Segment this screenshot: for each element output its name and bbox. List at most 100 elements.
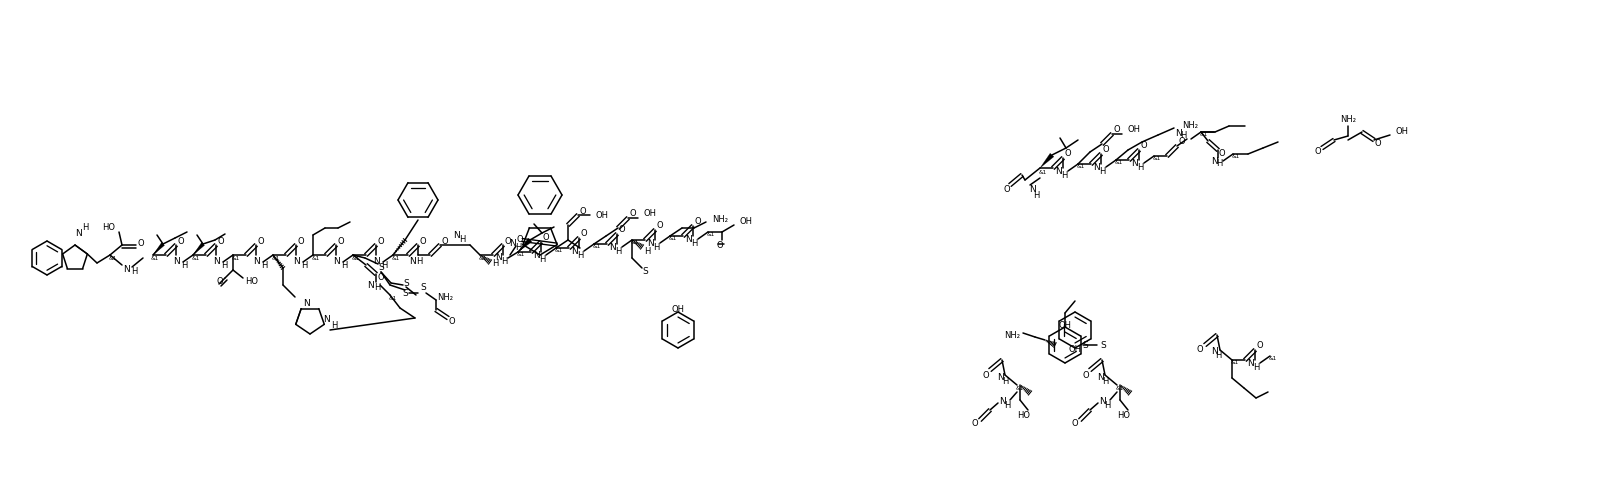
Text: &1: &1 [192, 255, 200, 260]
Text: O: O [656, 221, 663, 230]
Text: NH₂: NH₂ [1340, 116, 1356, 124]
Text: O: O [1113, 125, 1121, 134]
Text: H: H [644, 246, 650, 255]
Text: H: H [300, 260, 307, 270]
Text: O: O [580, 207, 586, 215]
Text: N: N [1211, 156, 1217, 165]
Text: N: N [533, 250, 540, 259]
Text: N: N [1131, 158, 1137, 167]
Text: HO: HO [1118, 410, 1131, 420]
Text: N: N [409, 257, 417, 267]
Text: O: O [1065, 150, 1072, 158]
Text: &1: &1 [271, 255, 279, 260]
Text: H: H [1215, 351, 1222, 361]
Text: H: H [514, 244, 521, 252]
Text: N: N [214, 257, 220, 267]
Text: O: O [629, 210, 636, 218]
Text: &1: &1 [669, 237, 677, 242]
Text: &1: &1 [592, 245, 600, 249]
Text: N: N [1054, 166, 1062, 176]
Text: H: H [331, 321, 337, 331]
Text: OH: OH [671, 306, 685, 314]
Text: OH: OH [1396, 126, 1409, 135]
Text: N: N [1092, 162, 1099, 172]
Text: H: H [1005, 400, 1011, 409]
Text: &1: &1 [311, 255, 319, 260]
Text: S: S [1100, 340, 1105, 349]
Text: H: H [374, 283, 380, 293]
Text: OH: OH [739, 217, 754, 226]
Text: N: N [1175, 128, 1182, 137]
Text: N: N [1211, 347, 1217, 357]
Text: OH: OH [1127, 125, 1140, 134]
Text: H: H [81, 223, 88, 233]
Text: &1: &1 [1153, 156, 1161, 161]
Text: O: O [177, 237, 184, 246]
Text: &1: &1 [479, 255, 487, 260]
Text: O: O [543, 234, 549, 243]
Text: S: S [378, 264, 383, 273]
Text: &1: &1 [1231, 361, 1239, 366]
Text: O: O [1083, 370, 1089, 379]
Text: O: O [1257, 341, 1263, 350]
Text: &1: &1 [1016, 386, 1024, 391]
Text: HO: HO [1017, 410, 1030, 420]
Text: N: N [174, 257, 180, 267]
Text: O: O [1102, 146, 1110, 154]
Text: O: O [581, 229, 588, 239]
Text: H: H [1252, 363, 1258, 371]
Text: N: N [324, 315, 331, 325]
Text: O: O [1196, 345, 1203, 355]
Text: O: O [217, 237, 224, 246]
Text: S: S [420, 283, 426, 293]
Text: O: O [217, 277, 224, 285]
Text: N: N [570, 246, 578, 255]
Text: O: O [377, 237, 385, 246]
Text: H: H [1102, 376, 1108, 386]
Text: N: N [334, 257, 340, 267]
Text: &1: &1 [1076, 164, 1084, 170]
Text: H: H [131, 268, 137, 277]
Text: H: H [501, 257, 508, 267]
Text: O: O [1072, 420, 1078, 429]
Text: N: N [1099, 397, 1105, 405]
Polygon shape [1040, 154, 1054, 168]
Text: H: H [260, 260, 267, 270]
Text: O: O [297, 237, 305, 246]
Text: O: O [337, 237, 345, 246]
Text: O: O [420, 237, 426, 246]
Text: NH₂: NH₂ [1005, 331, 1020, 339]
Text: O: O [695, 217, 701, 226]
Text: H: H [1099, 166, 1105, 176]
Text: S: S [1083, 340, 1088, 349]
Text: S: S [402, 288, 407, 298]
Text: H: H [1060, 171, 1067, 180]
Text: OH: OH [1059, 320, 1072, 330]
Text: N: N [254, 257, 260, 267]
Text: H: H [1104, 400, 1110, 409]
Text: OH: OH [1068, 345, 1081, 355]
Text: H: H [1033, 191, 1040, 201]
Text: HO: HO [244, 277, 259, 285]
Text: N: N [303, 300, 310, 308]
Polygon shape [153, 243, 164, 255]
Text: &1: &1 [109, 255, 117, 260]
Text: H: H [577, 250, 583, 259]
Text: &1: &1 [631, 241, 639, 246]
Text: N: N [685, 235, 692, 244]
Text: O: O [971, 420, 979, 429]
Text: O: O [1140, 142, 1147, 151]
Text: N: N [998, 397, 1006, 405]
Text: O: O [1179, 137, 1185, 147]
Text: HO: HO [102, 223, 115, 233]
Text: N: N [374, 257, 380, 267]
Text: H: H [340, 260, 347, 270]
Text: N: N [647, 239, 653, 247]
Text: H: H [692, 239, 698, 247]
Text: &1: &1 [707, 233, 715, 238]
Polygon shape [517, 238, 532, 252]
Text: H: H [415, 257, 422, 267]
Text: O: O [982, 370, 989, 379]
Text: &1: &1 [1040, 170, 1048, 175]
Text: N: N [294, 257, 300, 267]
